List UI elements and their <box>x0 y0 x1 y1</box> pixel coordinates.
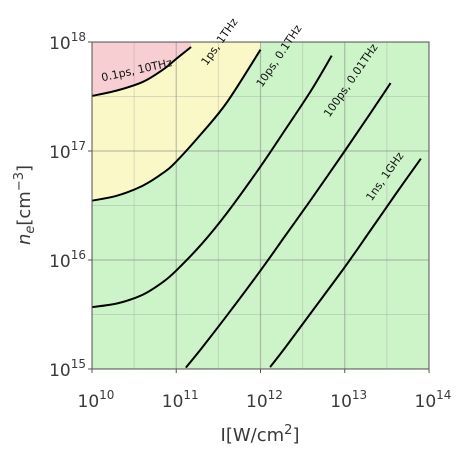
x-tick-label: 1011 <box>162 388 199 412</box>
x-tick-label: 1014 <box>415 388 452 412</box>
series-line <box>92 55 333 309</box>
x-tick-label: 1013 <box>330 388 367 412</box>
y-tick-label: 1018 <box>49 30 86 54</box>
series-line <box>269 158 422 368</box>
y-tick-label: 1016 <box>49 248 86 272</box>
x-tick-label: 1010 <box>78 388 115 412</box>
region-pink <box>92 42 192 96</box>
y-tick-label: 1017 <box>49 139 86 163</box>
series-line <box>92 46 192 97</box>
x-axis-label: I[W/cm2] <box>221 423 300 446</box>
y-axis-label: ne[cm−3] <box>12 165 38 245</box>
series-line <box>185 82 392 369</box>
y-tick-label: 1015 <box>49 357 86 381</box>
series-line <box>92 49 262 202</box>
axis-ticks: 1010 1011 1012 1013 1014 1015 1016 1017 1018 <box>49 30 451 412</box>
plot-area <box>92 42 429 369</box>
x-tick-label: 1012 <box>246 388 283 412</box>
